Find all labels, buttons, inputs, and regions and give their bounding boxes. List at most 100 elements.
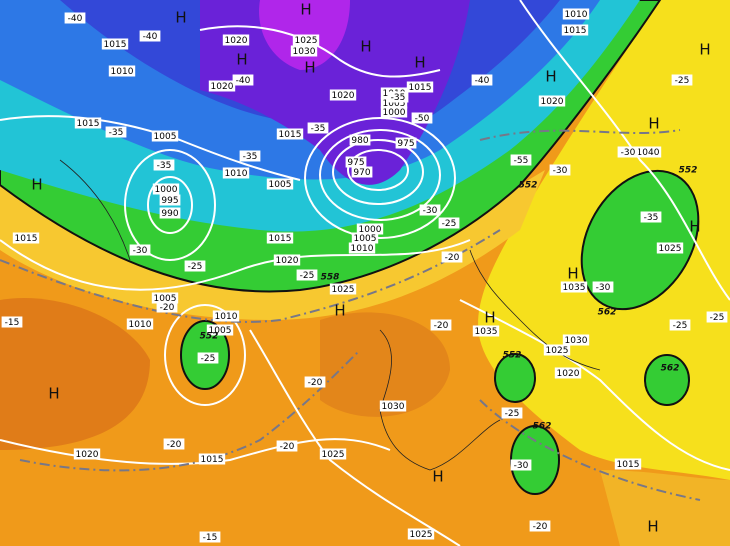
high-pressure-marker: H — [648, 115, 659, 133]
pressure-label: 1005 — [151, 292, 179, 304]
high-pressure-marker: H — [567, 265, 578, 283]
label-box — [380, 106, 408, 118]
label-box — [198, 453, 226, 465]
temperature-label: -15 — [199, 531, 221, 543]
label-box — [329, 283, 357, 295]
high-pressure-marker: H — [334, 302, 345, 320]
label-box — [296, 269, 318, 281]
high-pressure-marker: H — [432, 468, 443, 486]
temperature-label: -30 — [419, 204, 441, 216]
temperature-label: -20 — [156, 301, 178, 313]
label-text: -15 — [5, 318, 20, 328]
label-box — [64, 12, 86, 24]
label-text: -35 — [391, 93, 406, 103]
label-box — [406, 81, 434, 93]
label-box — [199, 531, 221, 543]
pressure-label: 1025 — [329, 283, 357, 295]
label-text: -25 — [201, 354, 216, 364]
label-box — [212, 310, 240, 322]
label-box — [276, 128, 304, 140]
label-text: -40 — [143, 32, 158, 42]
temperature-label: -25 — [706, 311, 728, 323]
temperature-label: -30 — [617, 146, 639, 158]
pressure-label: 970 — [351, 166, 373, 178]
pressure-label: 1005 — [266, 178, 294, 190]
label-text: -30 — [553, 166, 568, 176]
label-text: -30 — [514, 461, 529, 471]
label-box — [671, 74, 693, 86]
pressure-label: 1020 — [73, 448, 101, 460]
label-box — [222, 34, 250, 46]
label-text: 1015 — [617, 460, 640, 470]
label-box — [379, 400, 407, 412]
cold-pool — [644, 354, 690, 406]
cold-pool — [580, 169, 700, 311]
label-box — [184, 260, 206, 272]
label-box — [197, 352, 219, 364]
high-pressure-marker: H — [689, 218, 700, 236]
label-box — [159, 207, 181, 219]
label-text: 1015 — [77, 119, 100, 129]
pressure-label: 1005 — [351, 232, 379, 244]
pressure-label: 1035 — [560, 281, 588, 293]
label-box — [208, 80, 236, 92]
label-text: 1035 — [563, 283, 586, 293]
pressure-label: 1015 — [276, 128, 304, 140]
high-pressure-marker: H — [300, 1, 311, 19]
label-text: 1015 — [269, 234, 292, 244]
pressure-label: 1015 — [12, 232, 40, 244]
label-box — [105, 126, 127, 138]
label-box — [139, 30, 161, 42]
high-pressure-marker: H — [236, 51, 247, 69]
label-text: 1015 — [564, 26, 587, 36]
pressure-label: 1015 — [406, 81, 434, 93]
label-box — [266, 178, 294, 190]
temperature-label: -35 — [153, 159, 175, 171]
pressure-label: 1025 — [319, 448, 347, 460]
label-box — [356, 223, 384, 235]
pressure-label: 1005 — [206, 324, 234, 336]
high-pressure-marker: H — [545, 68, 556, 86]
temperature-label: -25 — [197, 352, 219, 364]
label-box — [387, 91, 409, 103]
height-label: 558 — [321, 273, 340, 283]
label-text: 1015 — [201, 455, 224, 465]
pressure-label: 1010 — [562, 8, 590, 20]
label-text: 1010 — [225, 169, 248, 179]
label-text: 970 — [353, 168, 370, 178]
label-text: 1020 — [225, 36, 248, 46]
label-box — [472, 325, 500, 337]
label-text: -25 — [442, 219, 457, 229]
label-text: 975 — [347, 158, 364, 168]
label-box — [12, 232, 40, 244]
label-box — [266, 232, 294, 244]
label-box — [561, 24, 589, 36]
temperature-label: -20 — [276, 440, 298, 452]
label-text: 1025 — [546, 346, 569, 356]
temperature-label: -30 — [549, 164, 571, 176]
label-text: 1015 — [279, 130, 302, 140]
label-text: -30 — [423, 206, 438, 216]
label-text: 1015 — [104, 40, 127, 50]
label-box — [562, 8, 590, 20]
temperature-label: -30 — [129, 244, 151, 256]
high-pressure-marker: H — [699, 41, 710, 59]
label-text: 1020 — [211, 82, 234, 92]
label-box — [419, 204, 441, 216]
label-box — [656, 242, 684, 254]
label-text: -35 — [644, 213, 659, 223]
label-text: 1010 — [129, 320, 152, 330]
label-text: -20 — [434, 321, 449, 331]
pressure-label: 1020 — [273, 254, 301, 266]
high-pressure-marker: H — [647, 518, 658, 536]
height-label: 562 — [661, 364, 680, 374]
temperature-label: -20 — [430, 319, 452, 331]
label-text: -35 — [109, 128, 124, 138]
label-text: 1020 — [276, 256, 299, 266]
label-text: 1000 — [155, 185, 178, 195]
label-text: -35 — [157, 161, 172, 171]
label-text: 1010 — [565, 10, 588, 20]
label-text: -55 — [514, 156, 529, 166]
mild-field — [600, 470, 730, 546]
label-text: -25 — [300, 271, 315, 281]
